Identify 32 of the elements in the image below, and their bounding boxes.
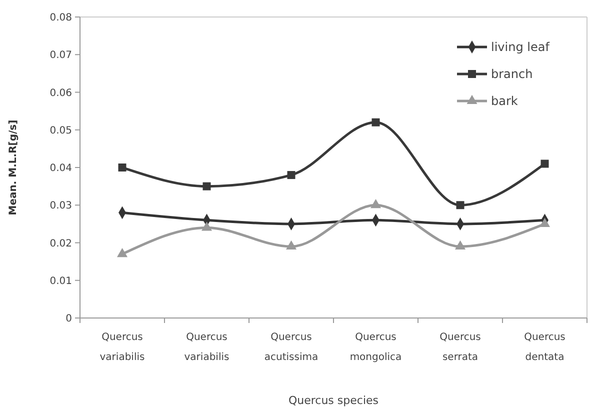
y-tick-label: 0.01	[50, 276, 72, 287]
y-tick-label: 0.04	[50, 163, 72, 174]
legend-label: living leaf	[491, 40, 550, 54]
y-tick-label: 0.05	[50, 125, 72, 136]
x-tick-label: Quercus mongolica	[350, 332, 402, 363]
y-tick-label: 0.02	[50, 238, 72, 250]
x-tick-label: Quercus acutissima	[264, 332, 318, 363]
point	[370, 199, 382, 208]
x-tick-label: Quercus variabilis	[184, 332, 230, 363]
y-tick-label: 0.08	[50, 12, 72, 24]
point	[286, 240, 297, 250]
point	[287, 171, 296, 180]
y-tick-label: 0.07	[50, 50, 72, 62]
point	[454, 240, 466, 250]
y-tick-label: 0.06	[50, 88, 72, 99]
point	[116, 248, 128, 258]
x-tick-label: Quercus variabilis	[100, 332, 145, 363]
y-tick-label: 0	[66, 314, 72, 324]
legend-label: bark	[491, 94, 518, 108]
y-axis-title: Mean. M.L.R[g/s]	[8, 120, 19, 216]
x-tick-label: Quercus dentata	[524, 332, 566, 363]
point	[456, 201, 464, 210]
x-tick-label: Quercus serrata	[440, 332, 481, 363]
point	[372, 118, 380, 126]
legend-label: branch	[491, 67, 533, 82]
point	[540, 160, 549, 168]
x-axis-title: Quercus species	[288, 394, 379, 407]
point	[201, 222, 212, 231]
y-tick-label: 0.03	[50, 200, 72, 212]
point	[118, 164, 126, 172]
point	[539, 218, 550, 227]
point	[202, 182, 211, 190]
